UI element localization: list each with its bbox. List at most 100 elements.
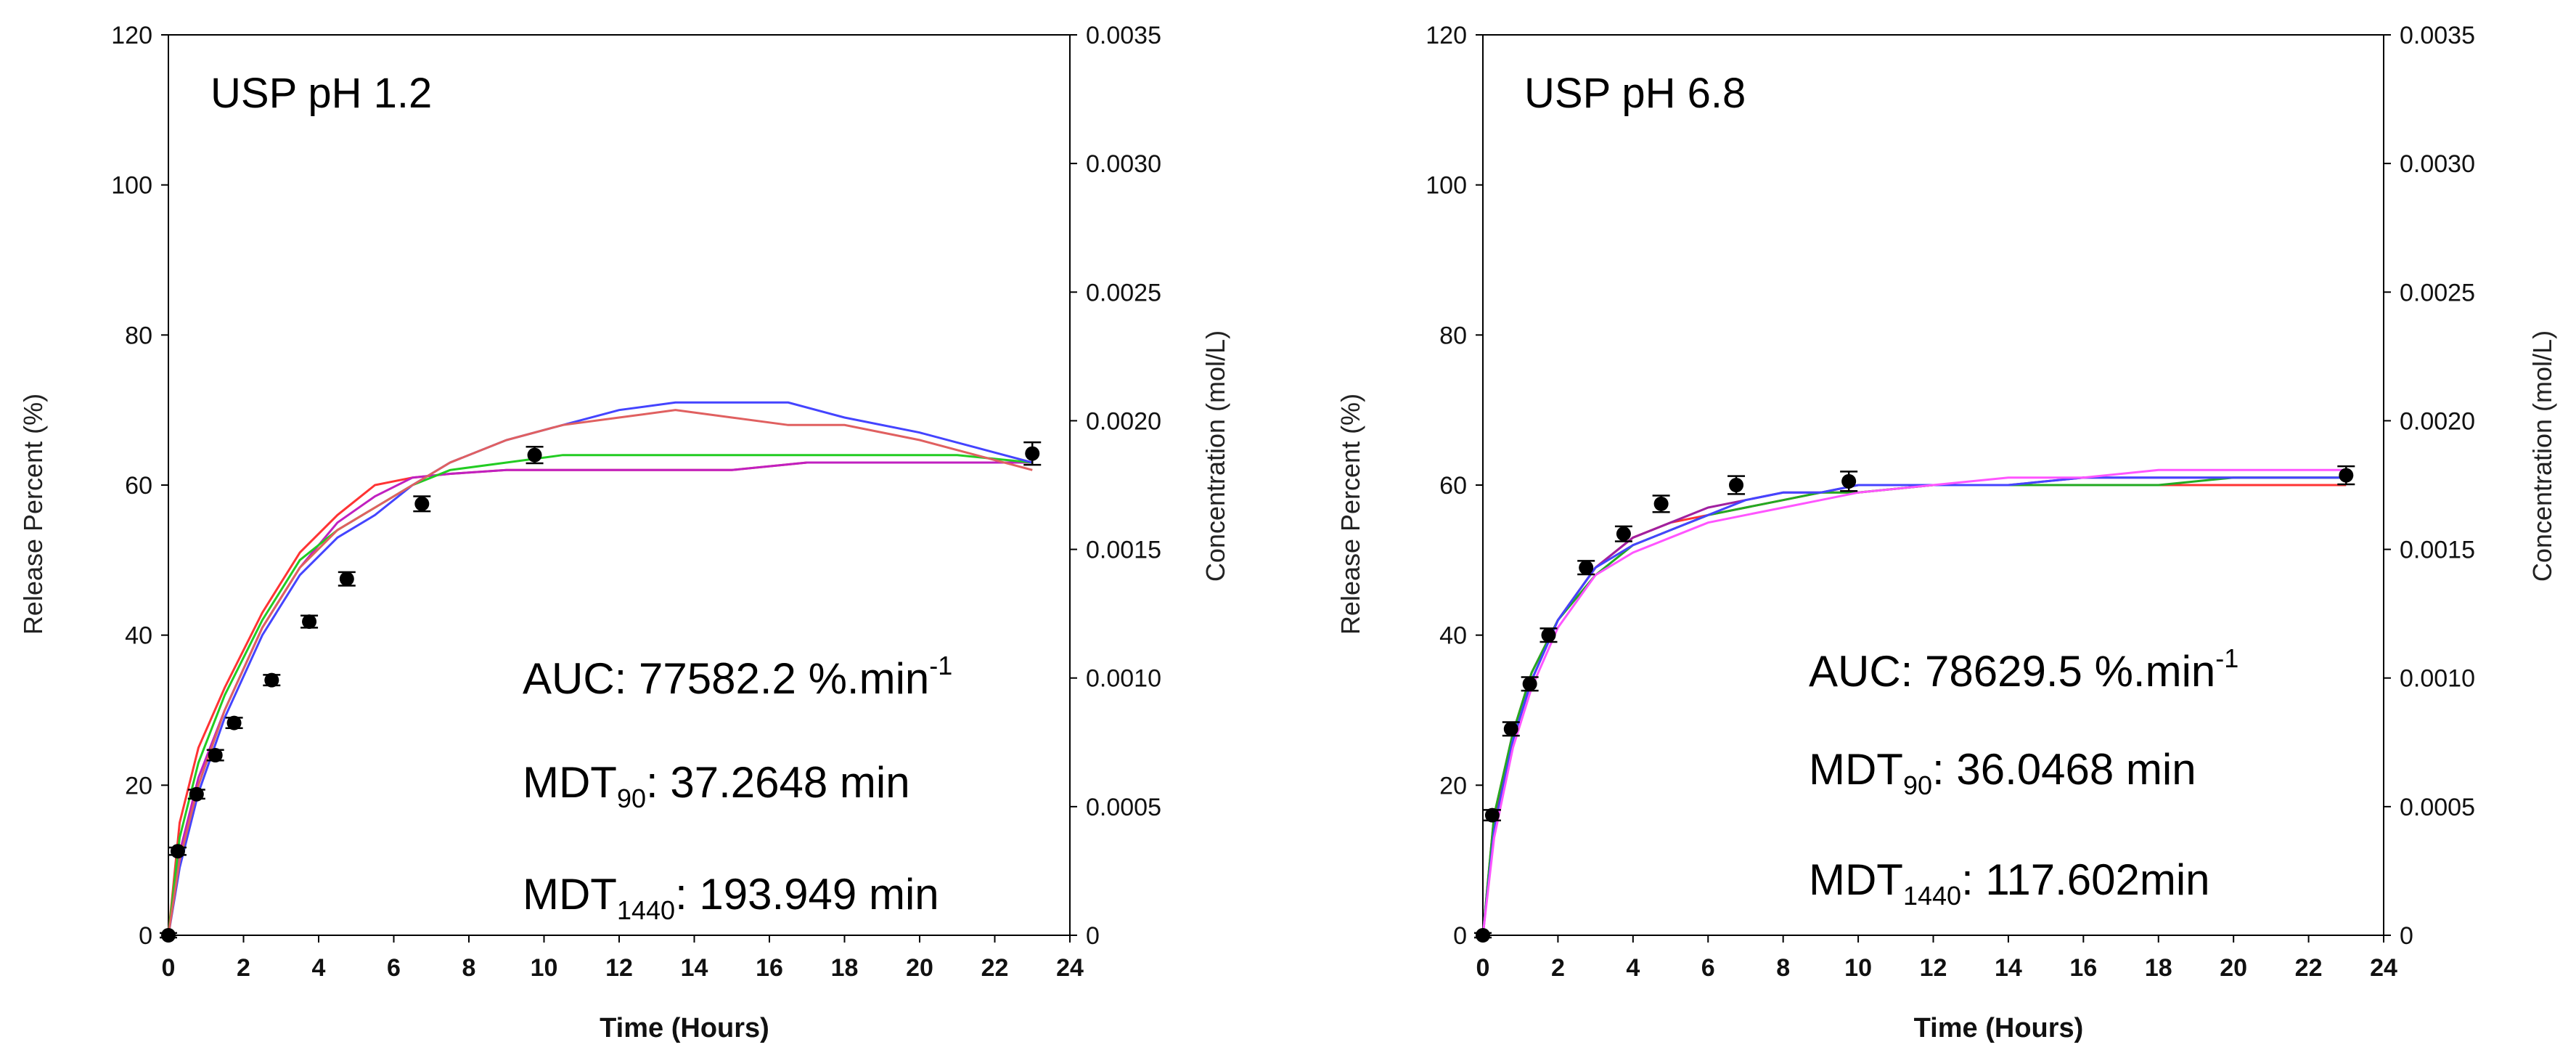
model-line-green (167, 454, 1033, 936)
y2-tick-label: 0.0020 (1086, 407, 1161, 435)
y-tick-label: 20 (125, 772, 152, 799)
data-point (1484, 807, 1500, 823)
y2-tick-label: 0 (2400, 922, 2413, 950)
x-tick-label: 6 (1701, 954, 1715, 982)
x-tick-label: 12 (1920, 954, 1947, 982)
data-point (1729, 478, 1744, 492)
y2-tick-label: 0.0030 (1086, 150, 1161, 178)
y-tick-label: 120 (1426, 22, 1467, 49)
y2-tick-label: 0.0035 (1086, 22, 1161, 49)
x-tick-label: 8 (1776, 954, 1790, 982)
data-point (1025, 446, 1040, 461)
y2-tick-label: 0.0010 (2400, 665, 2475, 693)
x-tick-label: 14 (1995, 954, 2022, 982)
y-tick-label: 0 (1453, 922, 1467, 950)
y2-tick-label: 0.0015 (2400, 537, 2475, 564)
model-line-green (1481, 476, 2347, 936)
y2-tick-label: 0.0015 (1086, 537, 1161, 564)
auc-annotation: AUC: 77582.2 %.min-1 (523, 651, 952, 703)
x-tick-label: 18 (831, 954, 859, 982)
y2-axis-label: Concentration (mol/L) (1201, 330, 1230, 582)
y2-tick-label: 0 (1086, 922, 1100, 950)
y2-tick-label: 0.0010 (1086, 665, 1161, 693)
data-point (161, 928, 176, 943)
mdt90-annotation: MDT90: 37.2648 min (523, 758, 910, 813)
chart-panel-ph-6-8: 02040608010012000.00050.00100.00150.0020… (1336, 22, 2557, 1043)
x-tick-label: 16 (2069, 954, 2097, 982)
model-line-red (1481, 484, 2347, 936)
y2-tick-label: 0.0020 (2400, 407, 2475, 435)
data-point (1503, 721, 1518, 736)
y2-tick-label: 0.0030 (2400, 150, 2475, 178)
x-tick-label: 10 (1844, 954, 1872, 982)
y-tick-label: 40 (1439, 622, 1467, 650)
data-point (302, 614, 317, 630)
data-point (1841, 473, 1857, 489)
y-tick-label: 60 (125, 472, 152, 500)
x-tick-label: 8 (462, 954, 476, 982)
y-tick-label: 0 (139, 922, 152, 950)
x-tick-label: 16 (756, 954, 783, 982)
y2-tick-label: 0.0035 (2400, 22, 2475, 49)
y2-axis-label: Concentration (mol/L) (2527, 330, 2557, 582)
data-point (1616, 526, 1631, 542)
y2-tick-label: 0.0005 (2400, 794, 2475, 821)
x-tick-label: 18 (2145, 954, 2172, 982)
data-point (264, 672, 279, 688)
x-tick-label: 22 (981, 954, 1009, 982)
x-tick-label: 12 (605, 954, 633, 982)
x-axis-label: Time (Hours) (1914, 1013, 2084, 1043)
data-point (189, 786, 204, 802)
data-point (414, 496, 430, 511)
data-point (1579, 560, 1594, 575)
model-line-purple (1481, 476, 2347, 936)
mdt90-annotation: MDT90: 36.0468 min (1809, 745, 2196, 800)
x-tick-label: 20 (906, 954, 933, 982)
data-point (1653, 496, 1669, 511)
y-tick-label: 100 (1426, 172, 1467, 200)
y-axis-label: Release Percent (%) (1336, 394, 1365, 635)
mdt1440-annotation: MDT1440: 193.949 min (523, 870, 939, 925)
y-tick-label: 120 (111, 22, 152, 49)
y-tick-label: 80 (1439, 322, 1467, 349)
chart-title: USP pH 6.8 (1524, 70, 1746, 117)
x-tick-label: 22 (2295, 954, 2323, 982)
auc-annotation: AUC: 78629.5 %.min-1 (1809, 643, 2238, 696)
data-point (226, 715, 242, 730)
x-tick-label: 0 (1476, 954, 1490, 982)
data-point (170, 844, 185, 859)
model-line-blue (1481, 476, 2347, 936)
y-tick-label: 20 (1439, 772, 1467, 799)
x-tick-label: 2 (1551, 954, 1565, 982)
y2-tick-label: 0.0025 (1086, 279, 1161, 306)
y-axis-label: Release Percent (%) (18, 394, 48, 635)
data-point (527, 447, 542, 463)
x-tick-label: 4 (312, 954, 326, 982)
y2-tick-label: 0.0005 (1086, 794, 1161, 821)
x-tick-label: 2 (237, 954, 250, 982)
x-tick-label: 0 (162, 954, 176, 982)
chart-panel-ph-1-2: 02040608010012000.00050.00100.00150.0020… (18, 22, 1230, 1043)
y2-tick-label: 0.0025 (2400, 279, 2475, 306)
y-tick-label: 80 (125, 322, 152, 349)
model-line-magenta (1481, 468, 2347, 936)
chart-title: USP pH 1.2 (210, 70, 432, 117)
x-tick-label: 24 (1056, 954, 1084, 982)
data-point (1522, 676, 1537, 691)
y-tick-label: 40 (125, 622, 152, 650)
x-tick-label: 24 (2370, 954, 2397, 982)
x-tick-label: 20 (2220, 954, 2247, 982)
mdt1440-annotation: MDT1440: 117.602min (1809, 855, 2210, 911)
data-point (339, 571, 354, 587)
x-tick-label: 4 (1626, 954, 1640, 982)
x-tick-label: 14 (681, 954, 708, 982)
x-tick-label: 6 (387, 954, 401, 982)
model-line-salmon (167, 409, 1033, 936)
y-tick-label: 60 (1439, 472, 1467, 500)
data-point (1476, 928, 1490, 943)
x-tick-label: 10 (531, 954, 558, 982)
data-point (208, 748, 223, 762)
y-tick-label: 100 (111, 172, 152, 200)
x-axis-label: Time (Hours) (600, 1013, 769, 1043)
